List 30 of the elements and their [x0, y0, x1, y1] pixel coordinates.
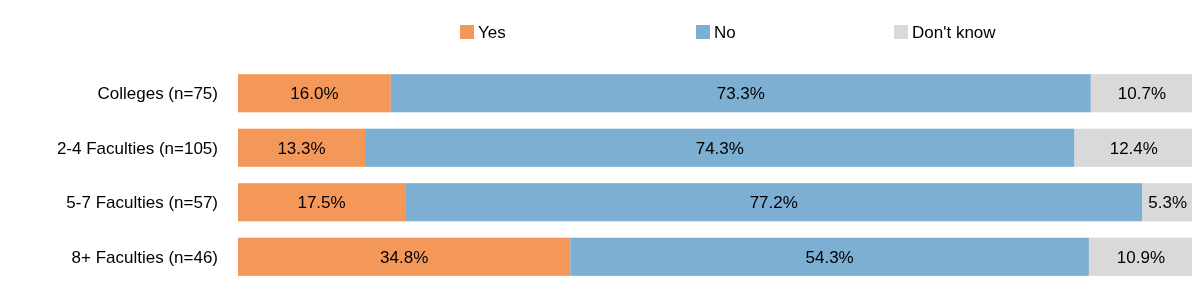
data-label: 54.3%	[805, 247, 854, 267]
bar	[390, 74, 1091, 113]
data-label: 13.3%	[277, 138, 326, 158]
legend-label: Don't know	[912, 22, 997, 42]
data-label: 12.4%	[1109, 138, 1158, 158]
bar	[1074, 128, 1192, 167]
bar	[238, 128, 366, 167]
data-label: 34.8%	[380, 247, 429, 267]
data-label: 17.5%	[297, 193, 346, 213]
data-label: 10.9%	[1116, 247, 1166, 267]
bar	[405, 183, 1143, 222]
data-label: 77.2%	[749, 193, 798, 213]
bar	[238, 74, 391, 113]
data-label: 10.7%	[1117, 84, 1167, 104]
y-tick-label: Colleges (n=75)	[97, 84, 218, 104]
data-label: 73.3%	[716, 84, 765, 104]
y-tick-label: 8+ Faculties (n=46)	[71, 247, 218, 267]
data-label: 74.3%	[695, 138, 744, 158]
bar	[238, 183, 406, 222]
bar	[1088, 237, 1192, 276]
bar	[238, 237, 571, 276]
bar	[570, 237, 1089, 276]
data-label: 5.3%	[1148, 193, 1188, 213]
legend-label: No	[714, 22, 736, 42]
bar	[365, 128, 1075, 167]
legend-label: Yes	[478, 22, 506, 42]
y-tick-label: 5-7 Faculties (n=57)	[66, 193, 218, 213]
y-tick-label: 2-4 Faculties (n=105)	[56, 138, 218, 158]
data-label: 16.0%	[290, 84, 339, 104]
bar	[1090, 74, 1192, 113]
